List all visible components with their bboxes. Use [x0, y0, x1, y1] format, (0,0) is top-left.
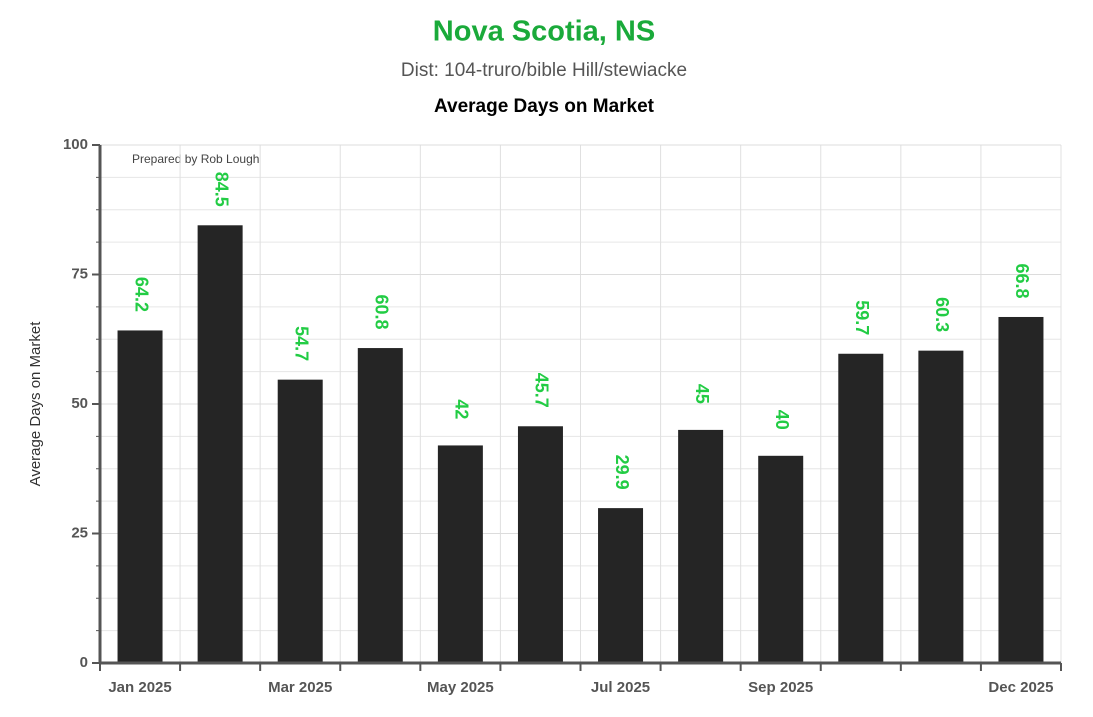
bar: [277, 379, 323, 663]
bar: [598, 508, 644, 663]
value-label: 60.3: [932, 297, 952, 332]
value-label: 29.9: [612, 455, 632, 490]
value-label: 45.7: [532, 373, 552, 408]
x-tick-label: Mar 2025: [268, 679, 332, 696]
y-tick-label: 100: [63, 136, 88, 153]
bar: [998, 316, 1044, 663]
bar: [838, 353, 884, 663]
bar: [437, 445, 483, 663]
bar: [117, 330, 163, 663]
value-label: 64.2: [131, 277, 151, 312]
x-tick-label: Sep 2025: [748, 679, 813, 696]
bar: [758, 455, 804, 663]
value-label: 60.8: [372, 295, 392, 330]
y-tick-label: 50: [71, 395, 88, 412]
x-tick-label: Dec 2025: [988, 679, 1053, 696]
value-label: 40: [772, 410, 792, 430]
y-tick-label: 25: [71, 524, 88, 541]
bar: [678, 429, 724, 663]
y-axis-label: Average Days on Market: [27, 321, 44, 487]
x-tick-label: Jan 2025: [108, 679, 171, 696]
chart-title: Nova Scotia, NS: [433, 16, 655, 48]
bar: [197, 225, 243, 664]
y-tick-label: 75: [71, 265, 88, 282]
value-label: 66.8: [1012, 263, 1032, 298]
bar: [918, 350, 964, 663]
chart-subtitle: Dist: 104-truro/bible Hill/stewiacke: [401, 60, 687, 81]
x-tick-label: Jul 2025: [591, 679, 650, 696]
value-label: 45: [692, 384, 712, 404]
value-label: 54.7: [291, 326, 311, 361]
value-label: 42: [452, 399, 472, 419]
value-label: 59.7: [852, 300, 872, 335]
x-tick-label: May 2025: [427, 679, 494, 696]
bar: [517, 426, 563, 663]
annotation: Prepared by Rob Lough: [132, 152, 259, 166]
value-label: 84.5: [211, 172, 231, 207]
y-tick-label: 0: [80, 654, 88, 671]
plot-title: Average Days on Market: [434, 96, 655, 117]
bar: [357, 348, 403, 663]
